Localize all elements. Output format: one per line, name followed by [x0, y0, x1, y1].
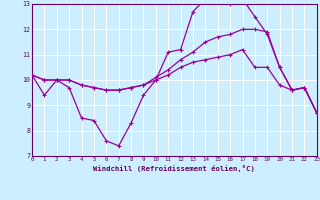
X-axis label: Windchill (Refroidissement éolien,°C): Windchill (Refroidissement éolien,°C)	[93, 165, 255, 172]
